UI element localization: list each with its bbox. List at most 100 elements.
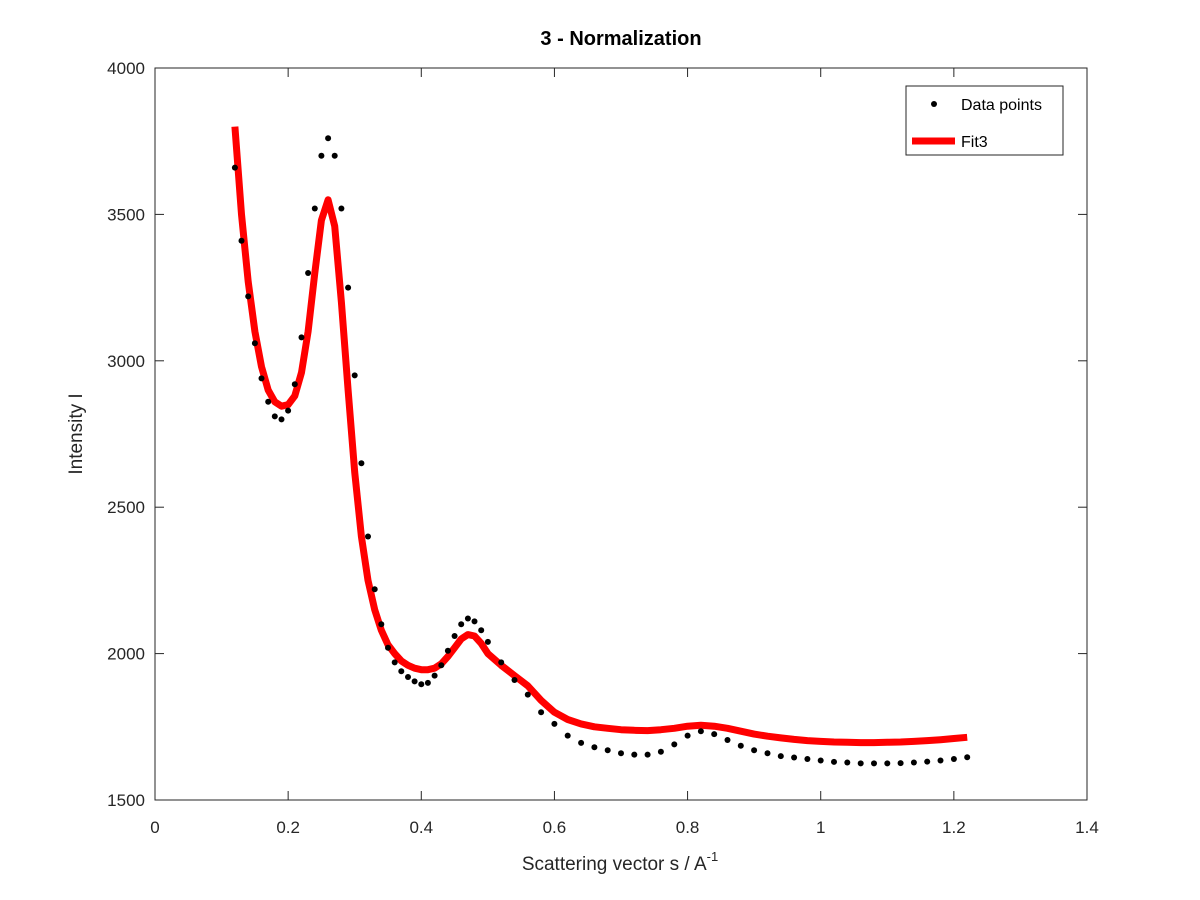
plot-frame xyxy=(154,67,1088,801)
x-tick-label: 1.4 xyxy=(1075,818,1099,837)
data-point xyxy=(871,760,877,767)
y-tick-label: 4000 xyxy=(107,59,145,78)
data-point xyxy=(378,621,385,628)
data-point xyxy=(884,760,891,767)
data-point xyxy=(964,754,971,761)
data-point xyxy=(311,205,318,212)
data-point xyxy=(331,152,338,159)
data-point xyxy=(271,413,278,420)
data-point xyxy=(711,731,718,738)
data-point xyxy=(291,381,298,388)
data-point xyxy=(444,647,451,654)
data-point xyxy=(251,340,258,347)
y-tick-label: 3000 xyxy=(107,352,145,371)
data-point xyxy=(471,618,478,625)
data-point xyxy=(724,737,731,743)
data-point xyxy=(245,293,252,300)
data-point xyxy=(298,334,305,341)
data-point xyxy=(937,757,944,764)
data-point xyxy=(511,677,518,683)
data-point xyxy=(351,372,358,379)
y-tick-label: 2000 xyxy=(107,645,145,664)
data-point xyxy=(484,638,491,645)
data-point xyxy=(418,681,425,688)
fit-curve-fit3 xyxy=(231,126,968,747)
data-point xyxy=(231,164,238,171)
data-point xyxy=(371,586,378,593)
data-point xyxy=(478,627,485,634)
data-point xyxy=(398,668,405,675)
y-axis-label: Intensity I xyxy=(66,393,87,474)
data-point xyxy=(777,753,784,760)
data-point xyxy=(631,751,638,758)
data-point xyxy=(318,152,325,159)
data-point xyxy=(258,375,265,382)
data-point xyxy=(285,407,292,414)
data-point xyxy=(684,732,691,739)
data-point xyxy=(751,747,758,754)
data-point xyxy=(385,644,391,651)
y-axis: 1500 2000 2500 3000 3500 4000 xyxy=(107,59,1087,810)
data-point xyxy=(464,615,471,622)
data-point xyxy=(438,662,445,669)
x-axis-label-superscript: -1 xyxy=(707,849,719,864)
data-point xyxy=(498,659,505,666)
data-point xyxy=(358,460,365,467)
data-point xyxy=(817,757,824,764)
data-point xyxy=(391,659,398,666)
data-point xyxy=(411,678,418,685)
data-point xyxy=(578,739,585,746)
data-point xyxy=(737,742,744,749)
x-tick-label: 0.8 xyxy=(676,818,700,837)
y-tick-label: 3500 xyxy=(107,205,145,224)
data-point xyxy=(551,720,558,727)
data-point xyxy=(591,744,598,751)
data-point xyxy=(657,748,664,755)
data-point xyxy=(278,416,285,423)
data-point xyxy=(804,756,811,762)
chart-title: 3 - Normalization xyxy=(540,28,701,50)
plot-border xyxy=(154,67,1088,801)
x-tick-label: 0.2 xyxy=(276,818,300,837)
data-point xyxy=(764,750,771,757)
y-tick-label: 1500 xyxy=(107,791,145,810)
data-point xyxy=(924,758,931,765)
data-point xyxy=(265,398,272,405)
data-point xyxy=(697,728,704,735)
x-axis: 0 0.2 0.4 0.6 0.8 1 1.2 1.4 xyxy=(150,68,1099,837)
data-point xyxy=(338,205,345,212)
legend-marker-data-points xyxy=(931,101,937,107)
data-point xyxy=(671,741,678,748)
data-point xyxy=(451,633,458,639)
data-point xyxy=(857,760,864,767)
plot-area xyxy=(231,126,971,767)
data-point xyxy=(831,758,837,765)
x-axis-label-text: Scattering vector s / A xyxy=(522,854,707,875)
y-tick-label: 2500 xyxy=(107,498,145,517)
data-point xyxy=(405,674,411,680)
data-point xyxy=(910,759,917,766)
data-point xyxy=(524,691,531,698)
data-point xyxy=(844,759,851,766)
x-tick-label: 1.2 xyxy=(942,818,966,837)
data-point xyxy=(618,750,624,757)
data-point xyxy=(644,751,651,758)
data-point xyxy=(238,237,245,244)
x-tick-label: 0.4 xyxy=(409,818,433,837)
data-point xyxy=(564,732,571,739)
data-point xyxy=(791,754,798,761)
x-tick-label: 0.6 xyxy=(543,818,567,837)
data-point xyxy=(458,621,465,628)
data-point xyxy=(325,135,332,142)
data-point xyxy=(345,284,352,291)
data-point xyxy=(604,747,611,754)
data-point xyxy=(538,709,545,716)
legend-label-data-points: Data points xyxy=(961,97,1042,114)
data-point xyxy=(305,270,312,276)
data-point xyxy=(365,533,371,540)
x-tick-label: 0 xyxy=(150,818,159,837)
x-axis-label: Scattering vector s / A-1 xyxy=(522,849,718,875)
legend-label-fit3: Fit3 xyxy=(961,134,988,151)
data-point xyxy=(424,679,431,686)
